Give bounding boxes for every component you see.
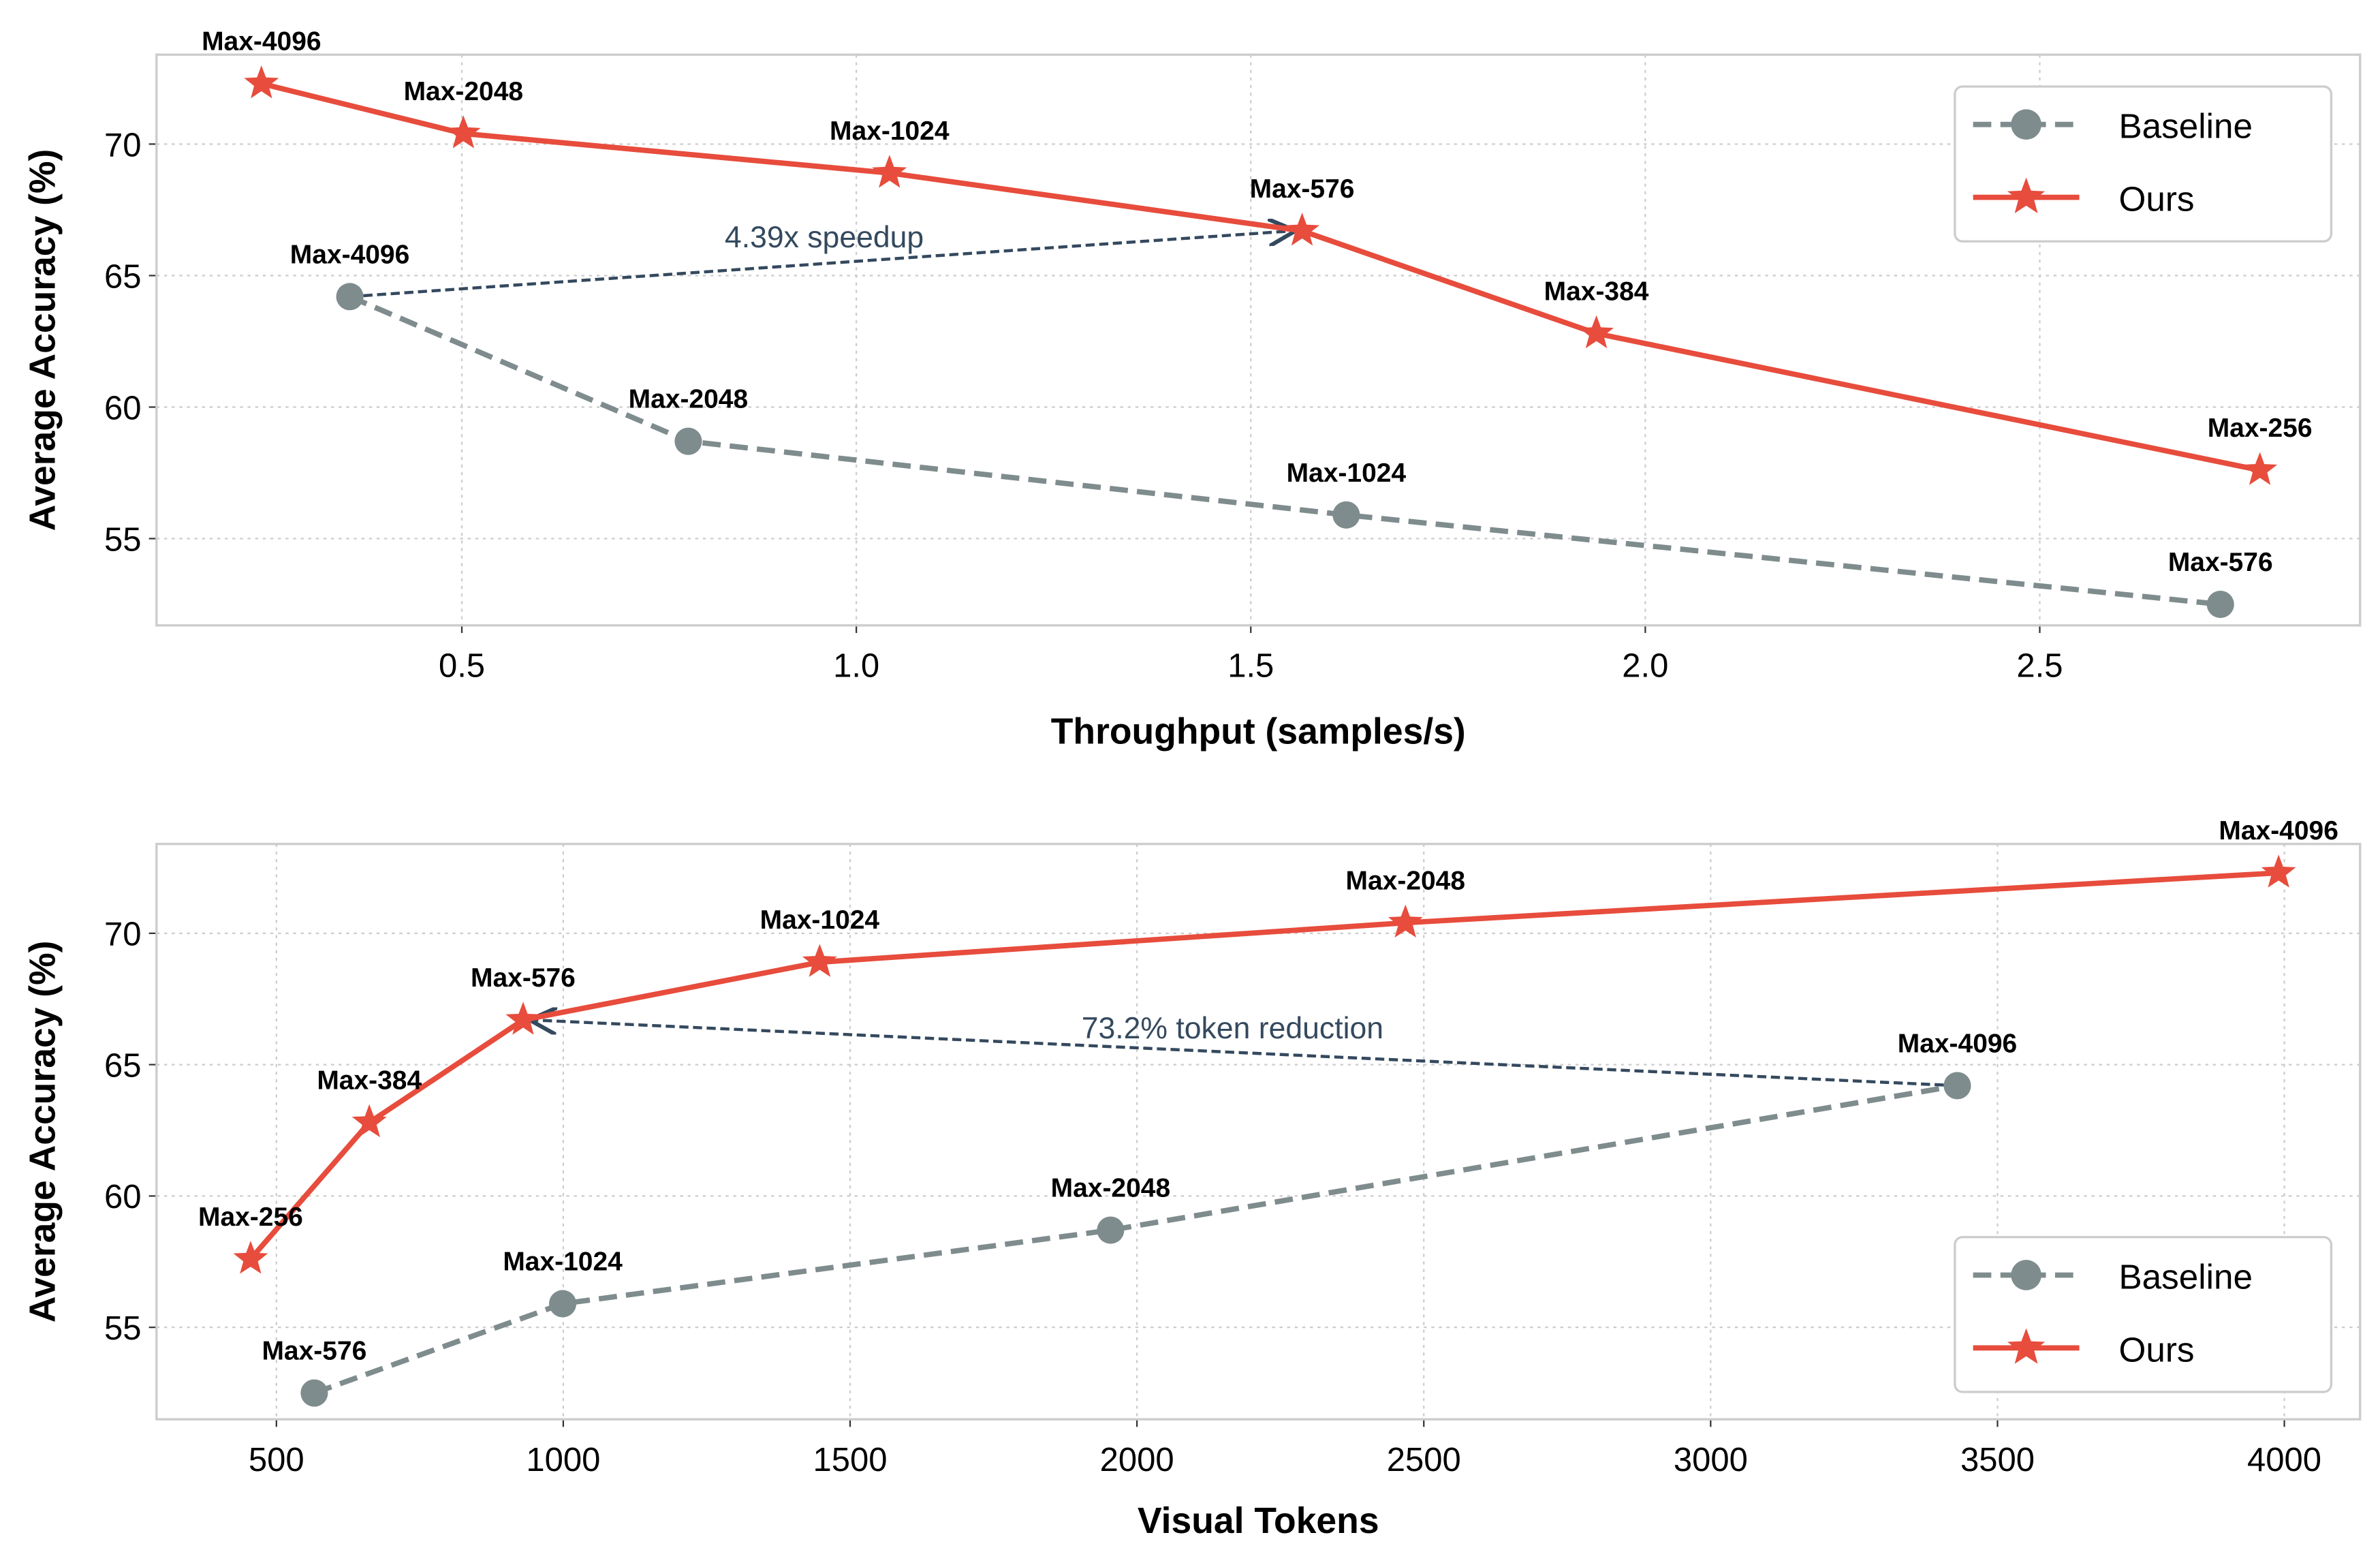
data-point-star (233, 1241, 268, 1274)
legend-label: Baseline (2118, 107, 2253, 146)
point-label: Max-256 (2208, 414, 2313, 443)
throughput-chart: 0.5 1.0 1.5 2.0 2.5 55 60 65 70 Throughput (sampl… (23, 27, 2362, 752)
annotation-arrow (532, 1020, 1958, 1087)
point-label: Max-576 (1250, 174, 1355, 204)
y-tick-label: 70 (104, 916, 142, 953)
point-label: Max-4096 (2219, 816, 2338, 846)
plot-frame (155, 53, 2362, 627)
series-line-baseline (349, 294, 2221, 607)
y-axis-label: Average Accuracy (%) (23, 149, 63, 531)
data-point-circle (336, 283, 364, 311)
x-axis-label: Visual Tokens (1138, 1501, 1379, 1541)
y-axis-label: Average Accuracy (%) (23, 941, 63, 1323)
point-label: Max-384 (1544, 277, 1649, 306)
data-point-star (1388, 904, 1423, 938)
data-point-star (1579, 315, 1614, 349)
legend-star-icon (2007, 1328, 2046, 1364)
data-point-circle (549, 1290, 577, 1318)
y-tick-label: 65 (104, 258, 142, 295)
data-point-circle (1332, 501, 1360, 529)
legend-label: Baseline (2118, 1258, 2253, 1297)
data-point-star (505, 1002, 541, 1035)
point-label: Max-384 (317, 1066, 422, 1095)
series-line-ours (248, 870, 2279, 1261)
point-label: Max-576 (262, 1337, 366, 1366)
point-label: Max-1024 (1287, 459, 1407, 488)
data-point-star (802, 944, 837, 977)
point-label: Max-2048 (1051, 1173, 1170, 1203)
legend-circle-icon (2011, 1260, 2041, 1290)
point-label: Max-576 (2168, 548, 2273, 577)
visual-tokens-chart: 500 1000 1500 2000 2500 3000 3500 4000 55 60 65 70 V… (23, 816, 2362, 1541)
annotation-arrow (349, 231, 1294, 298)
x-tick-label: 1.5 (1227, 648, 1274, 685)
data-point-star (1285, 213, 1320, 246)
x-tick-label: 4000 (2247, 1442, 2321, 1478)
x-tick-label: 3000 (1674, 1442, 1748, 1478)
x-tick-label: 1000 (526, 1442, 600, 1478)
y-tick-label: 60 (104, 1179, 142, 1215)
data-point-circle (1943, 1072, 1971, 1100)
y-tick-label: 65 (104, 1047, 142, 1084)
point-label: Max-4096 (1898, 1029, 2017, 1058)
x-tick-label: 0.5 (439, 648, 485, 685)
legend: Baseline Ours (1954, 85, 2333, 243)
annotation-text: 4.39x speedup (725, 221, 924, 254)
legend-box (1954, 85, 2333, 243)
series-line-baseline (313, 1083, 1958, 1396)
annotation-text: 73.2% token reduction (1082, 1012, 1383, 1045)
data-point-circle (674, 427, 702, 455)
point-label: Max-4096 (290, 240, 409, 269)
y-tick-label: 60 (104, 390, 142, 427)
x-tick-label: 1.0 (833, 648, 879, 685)
legend-label: Ours (2118, 180, 2194, 219)
data-point-circle (300, 1379, 328, 1407)
point-label: Max-1024 (760, 905, 880, 935)
point-label: Max-256 (198, 1203, 303, 1232)
y-tick-label: 70 (104, 127, 142, 164)
point-label: Max-2048 (629, 385, 748, 414)
y-tick-label: 55 (104, 521, 142, 558)
legend-label: Ours (2118, 1330, 2194, 1369)
x-tick-label: 2.0 (1622, 648, 1668, 685)
series-line-ours (260, 80, 2261, 473)
x-tick-label: 1500 (813, 1442, 888, 1478)
point-label: Max-1024 (503, 1247, 623, 1276)
y-tick-label: 55 (104, 1310, 142, 1347)
point-label: Max-1024 (830, 117, 950, 146)
x-tick-label: 500 (249, 1442, 304, 1478)
data-point-star (872, 155, 907, 188)
data-point-star (244, 65, 279, 99)
data-point-star (445, 115, 481, 149)
data-point-star (2261, 854, 2296, 888)
x-tick-label: 2.5 (2016, 648, 2063, 685)
point-label: Max-2048 (1346, 866, 1465, 895)
x-tick-label: 2500 (1387, 1442, 1461, 1478)
legend-box (1954, 1236, 2333, 1393)
x-axis-label: Throughput (samples/s) (1051, 712, 1466, 752)
data-point-star (351, 1104, 387, 1138)
legend: Baseline Ours (1954, 1236, 2333, 1393)
plot-frame (155, 843, 2362, 1421)
data-point-circle (1097, 1216, 1125, 1244)
x-tick-label: 2000 (1100, 1442, 1174, 1478)
point-label: Max-576 (471, 963, 576, 993)
point-label: Max-4096 (202, 27, 321, 57)
legend-circle-icon (2011, 109, 2041, 140)
data-point-star (2242, 452, 2278, 485)
data-point-circle (2206, 590, 2234, 619)
x-tick-label: 3500 (1960, 1442, 2035, 1478)
legend-star-icon (2007, 177, 2046, 214)
point-label: Max-2048 (404, 77, 523, 106)
